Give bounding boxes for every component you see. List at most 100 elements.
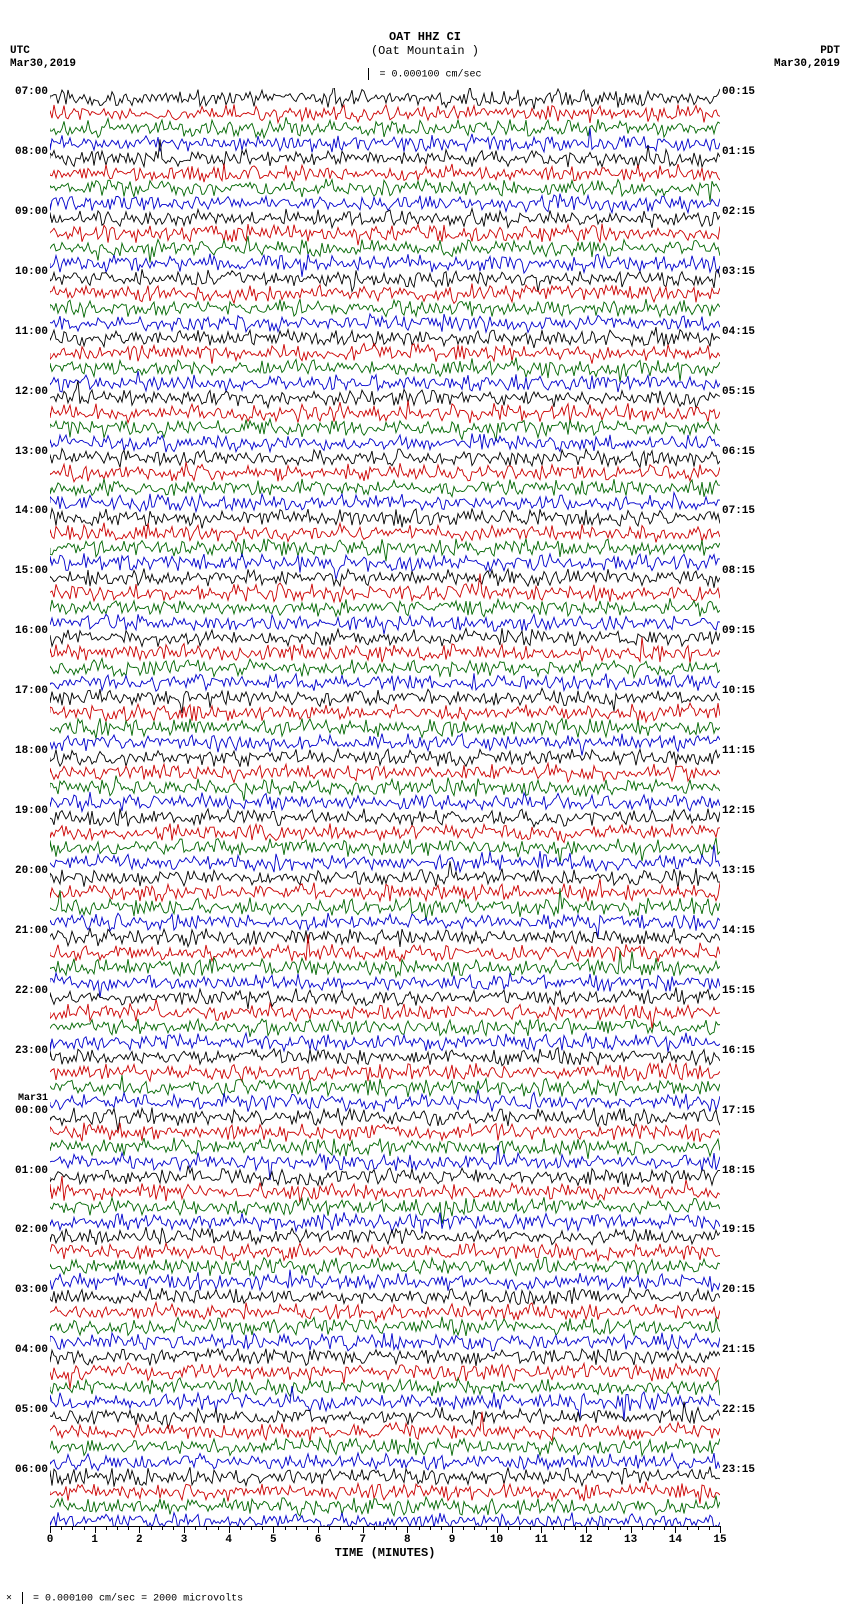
pdt-hour-label: 21:15	[722, 1344, 755, 1356]
trace-line	[50, 809, 720, 827]
x-tick-minor	[84, 1526, 85, 1530]
x-tick-minor	[430, 1526, 431, 1530]
trace-line	[50, 1349, 720, 1367]
scale-text: = 0.000100 cm/sec	[379, 70, 481, 81]
pdt-time-axis: 00:1501:1502:1503:1504:1505:1506:1507:15…	[720, 88, 780, 1526]
trace-line	[50, 1333, 720, 1351]
trace-line	[50, 1437, 720, 1455]
trace-line	[50, 792, 720, 812]
x-tick-major	[363, 1526, 364, 1533]
trace-line	[50, 1048, 720, 1066]
pdt-hour-label: 15:15	[722, 985, 755, 997]
trace-line	[50, 1123, 720, 1142]
x-tick-major	[452, 1526, 453, 1533]
x-tick-minor	[173, 1526, 174, 1530]
trace-line	[50, 776, 720, 801]
footer-prefix: ×	[6, 1594, 12, 1605]
utc-hour-label: 10:00	[15, 266, 48, 278]
x-tick-minor	[61, 1526, 62, 1530]
x-tick-minor	[553, 1526, 554, 1530]
trace-line	[50, 327, 720, 348]
x-tick-minor	[162, 1526, 163, 1530]
x-axis: TIME (MINUTES) 0123456789101112131415	[50, 1526, 720, 1566]
trace-line	[50, 433, 720, 452]
trace-line	[50, 1453, 720, 1471]
trace-line	[50, 1317, 720, 1336]
trace-line	[50, 1212, 720, 1233]
x-tick-minor	[352, 1526, 353, 1530]
x-tick-minor	[251, 1526, 252, 1530]
x-tick-minor	[709, 1526, 710, 1530]
header: OAT HHZ CI (Oat Mountain )	[0, 30, 850, 58]
pdt-hour-label: 11:15	[722, 745, 755, 757]
x-tick-major	[497, 1526, 498, 1533]
pdt-hour-label: 07:15	[722, 505, 755, 517]
x-tick-major	[184, 1526, 185, 1533]
seismogram-container: OAT HHZ CI (Oat Mountain ) UTC Mar30,201…	[0, 0, 850, 1613]
trace-line	[50, 194, 720, 213]
x-tick-minor	[285, 1526, 286, 1530]
x-tick-minor	[396, 1526, 397, 1530]
trace-line	[50, 209, 720, 228]
trace-line	[50, 763, 720, 782]
x-tick-label: 7	[359, 1534, 366, 1546]
pdt-hour-label: 06:15	[722, 446, 755, 458]
trace-line	[50, 1033, 720, 1052]
utc-hour-label: 09:00	[15, 206, 48, 218]
pdt-hour-label: 02:15	[722, 206, 755, 218]
x-tick-minor	[296, 1526, 297, 1530]
x-axis-title: TIME (MINUTES)	[50, 1546, 720, 1560]
trace-line	[50, 673, 720, 691]
x-tick-major	[586, 1526, 587, 1533]
trace-line	[50, 462, 720, 482]
x-tick-minor	[72, 1526, 73, 1530]
x-tick-label: 11	[535, 1534, 548, 1546]
pdt-hour-label: 04:15	[722, 326, 755, 338]
x-tick-minor	[340, 1526, 341, 1530]
trace-line	[50, 1270, 720, 1292]
trace-line	[50, 928, 720, 947]
helicorder-plot	[50, 88, 720, 1526]
trace-line	[50, 1063, 720, 1081]
footer-bar-icon	[22, 1592, 23, 1604]
x-tick-major	[675, 1526, 676, 1533]
x-tick-label: 10	[490, 1534, 503, 1546]
utc-hour-label: 21:00	[15, 925, 48, 937]
pdt-hour-label: 14:15	[722, 925, 755, 937]
utc-hour-label: 02:00	[15, 1224, 48, 1236]
x-tick-minor	[307, 1526, 308, 1530]
footer-text: = 0.000100 cm/sec = 2000 microvolts	[33, 1594, 243, 1605]
utc-hour-label: 18:00	[15, 745, 48, 757]
trace-line	[50, 734, 720, 756]
trace-line	[50, 879, 720, 902]
pdt-hour-label: 18:15	[722, 1165, 755, 1177]
pdt-hour-label: 20:15	[722, 1284, 755, 1296]
x-tick-minor	[664, 1526, 665, 1530]
x-tick-minor	[653, 1526, 654, 1530]
trace-line	[50, 1227, 720, 1245]
trace-line	[50, 861, 720, 889]
utc-hour-label: 03:00	[15, 1284, 48, 1296]
x-tick-major	[50, 1526, 51, 1533]
x-tick-minor	[262, 1526, 263, 1530]
trace-line	[50, 179, 720, 202]
x-tick-label: 14	[669, 1534, 682, 1546]
trace-line	[50, 509, 720, 529]
pdt-hour-label: 16:15	[722, 1045, 755, 1057]
trace-line	[50, 1467, 720, 1487]
x-tick-minor	[608, 1526, 609, 1530]
x-tick-minor	[486, 1526, 487, 1530]
x-tick-label: 8	[404, 1534, 411, 1546]
x-tick-minor	[151, 1526, 152, 1530]
utc-hour-label: 15:00	[15, 565, 48, 577]
x-tick-major	[407, 1526, 408, 1533]
utc-hour-label: 08:00	[15, 146, 48, 158]
utc-hour-label: 12:00	[15, 386, 48, 398]
utc-hour-label: 13:00	[15, 446, 48, 458]
x-tick-label: 9	[449, 1534, 456, 1546]
trace-line	[50, 838, 720, 864]
trace-line	[50, 1138, 720, 1159]
x-tick-label: 3	[181, 1534, 188, 1546]
x-tick-label: 2	[136, 1534, 143, 1546]
x-tick-major	[229, 1526, 230, 1533]
